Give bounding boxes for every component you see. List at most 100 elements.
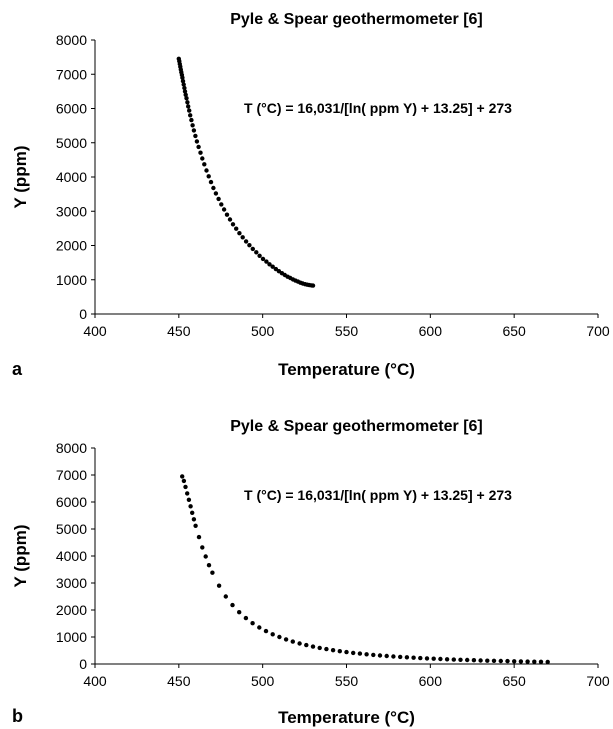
data-point [230, 222, 236, 227]
data-point [424, 656, 430, 661]
data-point [384, 653, 389, 659]
data-point [485, 658, 490, 663]
data-point [227, 217, 233, 222]
data-point [181, 478, 187, 484]
data-point [351, 650, 356, 656]
data-point [180, 474, 185, 479]
y-tick-label: 1000 [56, 629, 87, 645]
data-point [237, 610, 242, 615]
x-axis-title: Temperature (°C) [278, 360, 415, 379]
data-point [181, 82, 186, 87]
data-point [404, 655, 410, 660]
x-tick-label: 450 [167, 673, 191, 689]
data-point [270, 632, 275, 637]
data-point [317, 645, 322, 651]
data-point [193, 133, 198, 139]
data-point [182, 85, 187, 91]
y-tick-label: 4000 [56, 169, 87, 185]
y-tick-label: 0 [79, 306, 87, 322]
data-point [184, 96, 189, 101]
data-point [243, 239, 249, 244]
data-point [438, 656, 443, 662]
y-tick-label: 7000 [56, 66, 87, 82]
data-point [240, 235, 245, 240]
data-point [224, 212, 230, 217]
x-tick-label: 650 [502, 323, 526, 339]
data-point [234, 226, 239, 231]
data-point [444, 657, 450, 662]
x-tick-label: 400 [83, 323, 107, 339]
data-point [186, 104, 191, 109]
x-tick-label: 600 [419, 673, 443, 689]
data-point [204, 168, 209, 173]
data-point [189, 117, 194, 123]
y-tick-label: 8000 [56, 440, 87, 456]
data-point [190, 510, 195, 515]
y-tick-label: 5000 [56, 135, 87, 151]
data-point [206, 174, 211, 179]
data-point [451, 657, 456, 662]
data-point [213, 191, 219, 196]
data-point [344, 649, 349, 655]
data-point [545, 659, 550, 665]
y-tick-label: 6000 [56, 101, 87, 117]
data-point [431, 656, 436, 661]
data-point [270, 264, 275, 269]
data-point [391, 654, 396, 659]
y-tick-label: 5000 [56, 521, 87, 537]
data-point [277, 634, 282, 640]
x-tick-label: 500 [251, 673, 275, 689]
panel-label: a [12, 359, 23, 379]
y-tick-label: 8000 [56, 32, 87, 48]
panel-label: b [12, 706, 23, 726]
data-point [257, 625, 262, 630]
chart-title: Pyle & Spear geothermometer [6] [230, 418, 483, 435]
data-point [471, 658, 477, 663]
data-point [263, 628, 269, 634]
y-tick-label: 3000 [56, 575, 87, 591]
data-point [187, 108, 192, 113]
equation-annotation: T (°C) = 16,031/[ln( ppm Y) + 13.25] + 2… [244, 100, 512, 116]
chart-panel-a: Pyle & Spear geothermometer [6] 0 1000 2000… [11, 11, 610, 379]
data-point [538, 659, 544, 664]
y-tick-label: 2000 [56, 238, 87, 254]
data-point [182, 89, 188, 94]
data-point [283, 637, 289, 642]
data-point [191, 128, 197, 133]
data-point [202, 162, 207, 167]
data-point [357, 651, 363, 656]
data-point [257, 253, 262, 258]
x-tick-label: 400 [83, 673, 107, 689]
data-point [191, 517, 197, 522]
x-axis-title: Temperature (°C) [278, 708, 415, 727]
data-point [200, 156, 205, 161]
data-point [247, 243, 252, 248]
x-tick-label: 700 [586, 323, 610, 339]
data-point [196, 534, 202, 540]
x-tick-label: 450 [167, 323, 191, 339]
data-point [411, 655, 416, 660]
data-point [180, 78, 186, 84]
y-tick-label: 7000 [56, 467, 87, 483]
data-point [211, 185, 216, 191]
data-point [260, 256, 266, 262]
data-point [230, 602, 235, 608]
data-point [505, 658, 510, 664]
data-point [219, 202, 224, 207]
data-point [185, 491, 190, 496]
data-point [221, 207, 227, 212]
x-tick-label: 600 [419, 323, 443, 339]
chart-title: Pyle & Spear geothermometer [6] [230, 11, 483, 28]
data-point [310, 644, 316, 649]
data-point [216, 196, 221, 202]
data-point [185, 100, 190, 105]
data-point [532, 659, 537, 664]
data-point [243, 615, 249, 621]
x-tick-label: 550 [335, 673, 359, 689]
data-point [512, 659, 517, 664]
data-point [200, 545, 205, 550]
data-point [237, 231, 242, 236]
data-point [310, 283, 316, 288]
data-point [183, 92, 188, 98]
y-tick-label: 3000 [56, 203, 87, 219]
